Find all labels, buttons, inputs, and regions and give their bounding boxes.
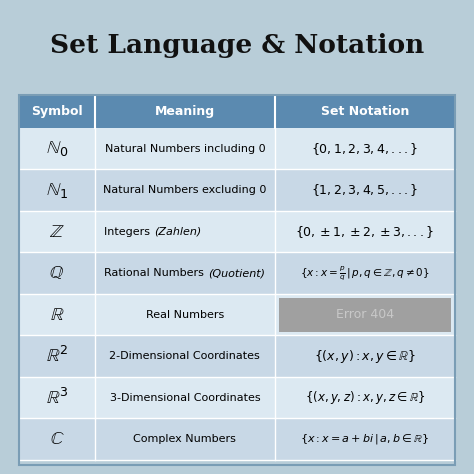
Bar [19,252,455,294]
Text: $\{1, 2, 3, 4, 5, ...\}$: $\{1, 2, 3, 4, 5, ...\}$ [311,182,419,198]
Text: 2-Dimensional Coordinates: 2-Dimensional Coordinates [109,351,260,361]
Text: Symbol: Symbol [31,105,82,118]
Text: $\mathbb{N}_1$: $\mathbb{N}_1$ [46,181,68,200]
Text: Real Numbers: Real Numbers [146,310,224,319]
Text: $\{(x, y, z): x, y, z \in \mathbb{R}\}$: $\{(x, y, z): x, y, z \in \mathbb{R}\}$ [305,389,425,406]
Text: $\mathbb{R}^2$: $\mathbb{R}^2$ [46,346,68,366]
Text: $\{0, \pm1, \pm2, \pm3, ...\}$: $\{0, \pm1, \pm2, \pm3, ...\}$ [295,224,435,240]
Text: $\{x: x = a + bi\,|\,a, b \in \mathbb{R}\}$: $\{x: x = a + bi\,|\,a, b \in \mathbb{R}… [301,432,429,446]
Bar [19,377,455,418]
Text: $\mathbb{Z}$: $\mathbb{Z}$ [49,223,64,241]
Text: Rational Numbers: Rational Numbers [104,268,208,278]
Bar [19,95,455,465]
Text: $\{(x, y): x, y \in \mathbb{R}\}$: $\{(x, y): x, y \in \mathbb{R}\}$ [314,347,416,365]
Text: Integers: Integers [104,227,154,237]
Bar [19,336,455,377]
Text: Set Language & Notation: Set Language & Notation [50,33,424,57]
Text: $\mathbb{C}$: $\mathbb{C}$ [50,430,64,448]
Text: $\mathbb{Q}$: $\mathbb{Q}$ [49,264,64,282]
Text: $\{0, 1, 2, 3, 4, ...\}$: $\{0, 1, 2, 3, 4, ...\}$ [311,141,419,157]
Bar [279,298,451,332]
Text: (Quotient): (Quotient) [208,268,264,278]
Text: Set Notation: Set Notation [321,105,409,118]
Text: $\mathbb{R}$: $\mathbb{R}$ [50,306,64,324]
Text: 3-Dimensional Coordinates: 3-Dimensional Coordinates [109,392,260,402]
Text: $\mathbb{N}_0$: $\mathbb{N}_0$ [46,139,68,158]
Bar [19,211,455,252]
Text: (Zahlen): (Zahlen) [154,227,201,237]
Bar [19,418,455,460]
Bar [19,128,455,170]
Bar [19,95,455,128]
Text: Natural Numbers including 0: Natural Numbers including 0 [105,144,265,154]
Text: Complex Numbers: Complex Numbers [133,434,237,444]
Text: Meaning: Meaning [155,105,215,118]
Text: $\{x: x = \frac{p}{q}\,|\, p, q \in \mathbb{Z}, q \neq 0\}$: $\{x: x = \frac{p}{q}\,|\, p, q \in \mat… [300,264,430,282]
Bar [19,170,455,211]
Bar [19,294,455,336]
Text: Natural Numbers excluding 0: Natural Numbers excluding 0 [103,185,266,195]
Text: $\mathbb{R}^3$: $\mathbb{R}^3$ [46,388,68,408]
Text: Error 404: Error 404 [336,308,394,321]
